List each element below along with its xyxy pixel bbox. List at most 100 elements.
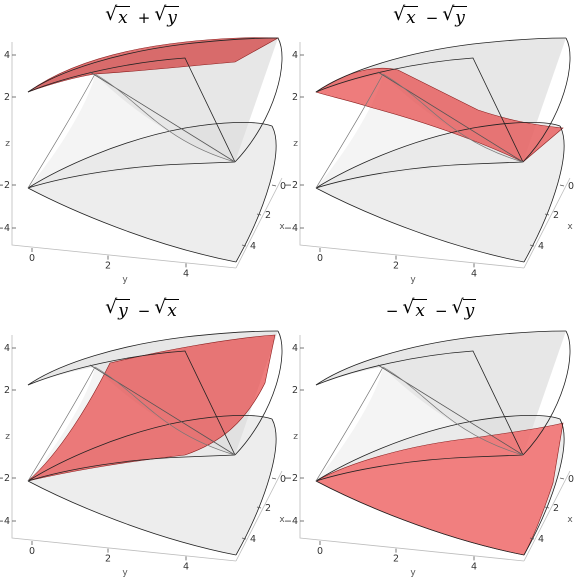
title-variable: x xyxy=(404,6,418,28)
x-tick-mark xyxy=(544,506,550,509)
x-tick-mark xyxy=(559,477,565,480)
x-tick-mark xyxy=(256,213,262,216)
box-edge xyxy=(11,42,237,269)
surface-outline xyxy=(235,125,277,263)
y-tick-label: 4 xyxy=(471,268,477,279)
title-variable: y xyxy=(453,6,467,28)
surface-outline xyxy=(27,414,273,482)
surface-fold xyxy=(382,73,524,163)
title-operator: − xyxy=(434,302,448,320)
z-tick-label: −2 xyxy=(284,180,298,191)
z-axis-label: z xyxy=(293,432,298,442)
surface-outline xyxy=(315,414,561,482)
surface-fold xyxy=(94,73,236,163)
box-edge xyxy=(235,177,283,269)
surface-outline xyxy=(523,418,565,556)
box-edge xyxy=(299,335,525,562)
x-tick-label: 4 xyxy=(538,241,544,252)
z-tick-label: 4 xyxy=(4,343,10,354)
x-tick-mark xyxy=(271,184,277,187)
box-edge xyxy=(523,470,571,562)
y-tick-label: 4 xyxy=(471,561,477,572)
plot-panel-top-left: x + y 4 2 z −2 −4 0 2 4 y 0 2 4 x xyxy=(0,0,288,293)
title-operator: − xyxy=(425,9,439,27)
z-tick-label: 4 xyxy=(292,343,298,354)
x-tick-label: 2 xyxy=(553,503,559,514)
y-tick-label: 0 xyxy=(317,546,323,557)
surface-outline xyxy=(27,37,279,93)
y-tick-label: 2 xyxy=(393,261,399,272)
z-tick-label: 4 xyxy=(292,50,298,61)
x-tick-mark xyxy=(271,477,277,480)
y-tick-label: 2 xyxy=(105,261,111,272)
title-sqrt-term: y xyxy=(442,3,467,28)
surface-outline xyxy=(27,350,236,456)
surface-outline xyxy=(315,454,524,482)
x-tick-label: 0 xyxy=(280,181,286,192)
surface-outline xyxy=(315,37,567,93)
panel-title: x−y xyxy=(288,3,576,36)
surface-outline xyxy=(315,480,525,556)
y-tick-label: 2 xyxy=(105,554,111,565)
middle-sheet xyxy=(316,74,523,188)
x-tick-mark xyxy=(256,506,262,509)
title-sqrt-term: y xyxy=(154,3,179,28)
panel-title: −x−y xyxy=(288,296,576,329)
x-tick-label: 4 xyxy=(250,241,256,252)
z-tick-label: 2 xyxy=(4,385,10,396)
x-tick-label: 2 xyxy=(265,503,271,514)
surface-fold xyxy=(27,73,96,189)
surface-outline xyxy=(315,121,561,189)
surface-plot: 4 2 z −2 −4 0 2 4 y 0 2 4 x xyxy=(284,330,574,578)
surface-fold xyxy=(315,366,384,482)
surface-outline xyxy=(315,330,567,386)
title-sqrt-term: y xyxy=(452,296,477,321)
z-tick-label: 2 xyxy=(4,92,10,103)
surface-outline xyxy=(315,161,524,189)
y-tick-label: 4 xyxy=(183,268,189,279)
z-tick-label: 2 xyxy=(292,385,298,396)
surface-outline xyxy=(27,330,279,386)
surface-outline xyxy=(27,121,273,189)
x-tick-label: 2 xyxy=(265,210,271,221)
surface-fold xyxy=(27,366,96,482)
lower-sheet xyxy=(316,122,565,262)
surface-outline xyxy=(235,418,277,556)
z-tick-label: −2 xyxy=(0,473,10,484)
lower-sheet xyxy=(28,122,277,262)
box-edge xyxy=(299,42,525,269)
x-tick-mark xyxy=(529,244,535,247)
title-sqrt-term: x xyxy=(393,3,418,28)
x-axis-label: x xyxy=(279,222,285,232)
box-edge xyxy=(11,335,237,562)
z-tick-label: −4 xyxy=(284,516,298,527)
surface-outline xyxy=(234,330,283,456)
title-operator: + xyxy=(137,9,151,27)
title-sqrt-term: x xyxy=(105,3,130,28)
title-variable: y xyxy=(116,299,130,321)
x-tick-mark xyxy=(241,537,247,540)
title-sqrt-term: x xyxy=(402,296,427,321)
box-edge xyxy=(523,177,571,269)
z-tick-label: −4 xyxy=(284,223,298,234)
x-axis-label: x xyxy=(567,222,573,232)
x-axis-label: x xyxy=(279,515,285,525)
z-tick-label: 2 xyxy=(292,92,298,103)
z-axis-label: z xyxy=(293,139,298,149)
surface-outline xyxy=(27,57,236,163)
z-axis-label: z xyxy=(5,139,10,149)
surface-outline xyxy=(315,350,524,456)
title-variable: x xyxy=(165,299,179,321)
title-sqrt-term: x xyxy=(154,296,179,321)
surface-outline xyxy=(523,125,565,263)
x-tick-mark xyxy=(241,244,247,247)
z-tick-label: −4 xyxy=(0,516,10,527)
x-tick-mark xyxy=(529,537,535,540)
z-axis-label: z xyxy=(5,432,10,442)
panel-title: x + y xyxy=(0,3,288,36)
highlighted-surface xyxy=(27,334,276,482)
y-tick-label: 0 xyxy=(29,546,35,557)
